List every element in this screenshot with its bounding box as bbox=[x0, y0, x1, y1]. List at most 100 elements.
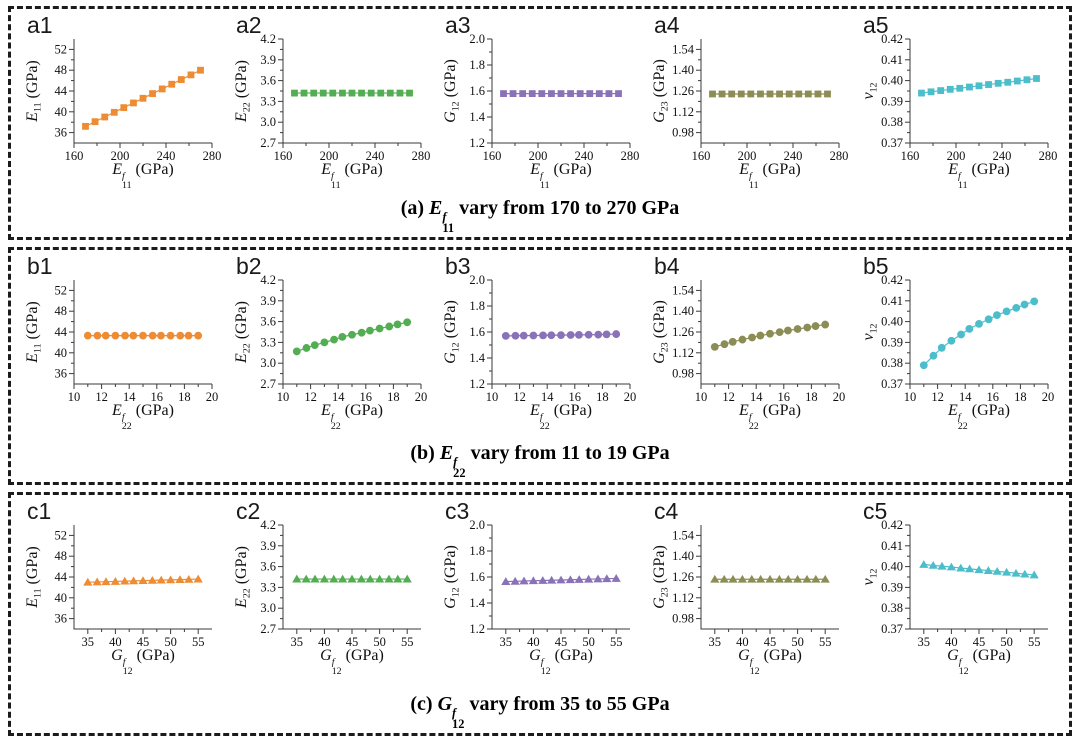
data-point-marker bbox=[957, 330, 965, 339]
data-point-marker bbox=[793, 325, 802, 333]
svg-text:0.41: 0.41 bbox=[881, 53, 903, 67]
data-point-marker bbox=[149, 90, 156, 97]
svg-text:14: 14 bbox=[959, 390, 972, 404]
y-axis-label-a4: G23 (GPa) bbox=[651, 59, 671, 123]
svg-text:3.9: 3.9 bbox=[260, 294, 276, 308]
svg-text:40: 40 bbox=[55, 346, 68, 360]
tick-labels: 0.37 0.38 0.39 0.40 0.41 0.42 160 200 240 280 bbox=[881, 32, 1057, 163]
plot-b4: 0.98 1.12 1.26 1.40 1.54 10 12 14 16 18 20 bbox=[672, 280, 845, 404]
data-point-marker bbox=[93, 331, 102, 340]
data-point-marker bbox=[783, 574, 793, 583]
data-point-marker bbox=[175, 575, 185, 583]
data-point-marker bbox=[965, 564, 975, 573]
data-point-marker bbox=[584, 574, 594, 583]
y-axis-label-c2: E22 (GPa) bbox=[233, 546, 253, 608]
data-point-marker bbox=[101, 577, 111, 586]
data-series bbox=[709, 90, 831, 98]
data-point-marker bbox=[147, 575, 157, 584]
data-point-marker bbox=[365, 574, 375, 583]
data-point-marker bbox=[728, 337, 737, 346]
chart-panel-a5: a5 0.37 0.38 0.39 0.40 0.41 0.42 160 200 240 280 ν1… bbox=[853, 11, 1062, 203]
svg-text:200: 200 bbox=[111, 149, 130, 163]
svg-text:1.4: 1.4 bbox=[469, 351, 485, 365]
svg-text:40: 40 bbox=[55, 105, 68, 119]
svg-text:12: 12 bbox=[304, 390, 317, 404]
tick-labels: 0.98 1.12 1.26 1.40 1.54 35 40 45 50 55 bbox=[672, 528, 831, 649]
svg-text:0.38: 0.38 bbox=[881, 115, 903, 129]
data-point-marker bbox=[1013, 77, 1021, 85]
data-point-marker bbox=[187, 71, 195, 79]
data-point-marker bbox=[120, 576, 130, 585]
svg-text:35: 35 bbox=[709, 635, 722, 649]
svg-text:16: 16 bbox=[151, 390, 164, 404]
data-point-marker bbox=[1023, 76, 1031, 84]
svg-text:160: 160 bbox=[901, 149, 920, 163]
svg-text:12: 12 bbox=[931, 390, 944, 404]
axes bbox=[69, 39, 213, 148]
axes bbox=[278, 38, 422, 148]
panel-label-a2: a2 bbox=[236, 12, 262, 38]
axes bbox=[487, 279, 631, 389]
data-point-marker bbox=[557, 331, 565, 340]
data-point-marker bbox=[993, 311, 1001, 320]
axes bbox=[487, 38, 631, 148]
y-axis-label-a2: E22 (GPa) bbox=[233, 60, 253, 122]
svg-text:280: 280 bbox=[203, 149, 222, 163]
data-point-marker bbox=[292, 574, 302, 583]
data-point-marker bbox=[602, 330, 611, 339]
svg-text:0.38: 0.38 bbox=[881, 356, 903, 370]
svg-text:16: 16 bbox=[360, 390, 373, 404]
plot-b1: 36 40 44 48 52 10 12 14 16 18 20 bbox=[55, 280, 219, 404]
tick-labels: 2.7 3.0 3.3 3.6 3.9 4.2 35 40 45 50 55 bbox=[260, 518, 413, 649]
svg-text:10: 10 bbox=[904, 390, 917, 404]
data-point-marker bbox=[367, 89, 375, 97]
svg-text:36: 36 bbox=[55, 612, 68, 626]
svg-text:50: 50 bbox=[373, 635, 386, 649]
data-point-marker bbox=[500, 90, 507, 97]
svg-text:0.37: 0.37 bbox=[881, 136, 903, 150]
tick-labels: 1.2 1.4 1.6 1.8 2.0 35 40 45 50 55 bbox=[469, 518, 622, 649]
chart-panel-c2: c2 2.7 3.0 3.3 3.6 3.9 4.2 35 40 45 50 55 E22 (GPa) G… bbox=[226, 497, 435, 689]
svg-text:1.6: 1.6 bbox=[469, 84, 485, 98]
svg-text:44: 44 bbox=[55, 325, 68, 339]
svg-text:1.2: 1.2 bbox=[469, 622, 485, 636]
y-axis-label-c1: E11 (GPa) bbox=[24, 546, 44, 608]
data-point-marker bbox=[101, 113, 109, 121]
tick-labels: 0.98 1.12 1.26 1.40 1.54 160 200 240 280 bbox=[672, 42, 848, 163]
data-point-marker bbox=[804, 90, 812, 98]
svg-text:40: 40 bbox=[318, 635, 331, 649]
data-point-marker bbox=[291, 89, 298, 97]
data-point-marker bbox=[539, 331, 547, 340]
data-point-marker bbox=[110, 108, 118, 116]
data-point-marker bbox=[129, 576, 139, 585]
data-point-marker bbox=[1012, 303, 1021, 312]
data-point-marker bbox=[519, 576, 529, 585]
svg-text:0.98: 0.98 bbox=[672, 367, 694, 381]
panel-label-c1: c1 bbox=[27, 498, 52, 524]
chart-panel-c5: c5 0.37 0.38 0.39 0.40 0.41 0.42 35 40 45 50 55 ν12 G… bbox=[853, 497, 1062, 689]
plot-c3: 1.2 1.4 1.6 1.8 2.0 35 40 45 50 55 bbox=[469, 518, 630, 649]
data-point-marker bbox=[774, 574, 784, 583]
svg-text:10: 10 bbox=[277, 390, 290, 404]
svg-text:1.40: 1.40 bbox=[672, 549, 694, 563]
data-point-marker bbox=[927, 88, 935, 96]
data-point-marker bbox=[101, 331, 110, 340]
panel-label-a4: a4 bbox=[654, 12, 680, 38]
svg-text:0.37: 0.37 bbox=[881, 622, 903, 636]
data-point-marker bbox=[129, 331, 138, 340]
axes bbox=[69, 525, 212, 634]
svg-text:40: 40 bbox=[109, 635, 122, 649]
plot-a1: 36 40 44 48 52 160 200 240 280 bbox=[55, 39, 222, 163]
data-point-marker bbox=[194, 331, 203, 340]
svg-text:0.40: 0.40 bbox=[881, 315, 903, 329]
svg-text:16: 16 bbox=[778, 390, 791, 404]
tick-labels: 36 40 44 48 52 10 12 14 16 18 20 bbox=[55, 283, 219, 404]
data-point-marker bbox=[918, 89, 925, 97]
